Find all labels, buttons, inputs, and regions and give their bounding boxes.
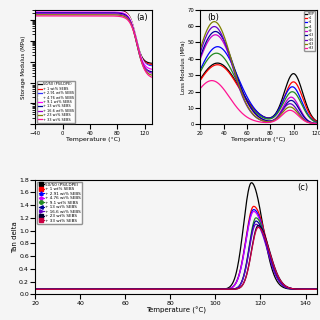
Legend: 50/50 (PS/LDPE), + 1 wt% SEBS, + 2.91 wt% SEBS, + 4.76 wt% SEBS, + 9.1 wt% SEBS,: 50/50 (PS/LDPE), + 1 wt% SEBS, + 2.91 wt…: [37, 182, 82, 224]
X-axis label: Temperature (°C): Temperature (°C): [146, 307, 206, 314]
Text: (b): (b): [207, 13, 219, 22]
X-axis label: Temperature (°C): Temperature (°C): [66, 137, 121, 142]
Y-axis label: Tan delta: Tan delta: [12, 221, 18, 253]
X-axis label: Temperature (°C): Temperature (°C): [231, 137, 286, 142]
Y-axis label: Storage Modulus (MPa): Storage Modulus (MPa): [21, 35, 26, 99]
Legend: 50/50 (PS/LDPE), + 1 wt% SEBS, + 2.91 wt% SEBS, + 4.76 wt% SEBS, + 9.1 wt% SEBS,: 50/50 (PS/LDPE), + 1 wt% SEBS, + 2.91 wt…: [37, 81, 75, 123]
Y-axis label: Loss Modulus (MPa): Loss Modulus (MPa): [181, 40, 186, 94]
Text: (a): (a): [136, 13, 148, 22]
Legend: 50/P, +1, +2, +4, +9, +13, +16, +23, +33: 50/P, +1, +2, +4, +9, +13, +16, +23, +33: [304, 11, 315, 51]
Text: (c): (c): [297, 183, 308, 192]
